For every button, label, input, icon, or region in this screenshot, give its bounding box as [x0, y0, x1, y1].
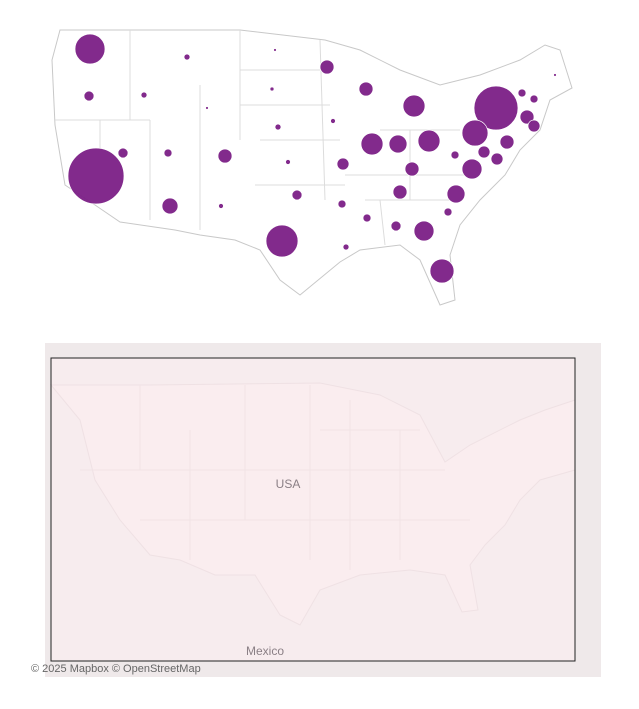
bubble[interactable] — [358, 81, 374, 97]
bubbles — [67, 33, 557, 284]
bubble[interactable] — [291, 189, 303, 201]
bubble[interactable] — [413, 220, 435, 242]
bubble[interactable] — [217, 148, 233, 164]
bubble[interactable] — [74, 33, 106, 65]
bubble[interactable] — [529, 94, 539, 104]
attribution[interactable]: © 2025 Mapbox © OpenStreetMap — [31, 663, 201, 675]
bubble[interactable] — [274, 123, 282, 131]
bubble[interactable] — [519, 109, 535, 125]
bubble[interactable] — [360, 132, 384, 156]
bubble[interactable] — [390, 220, 402, 232]
country-label: Mexico — [246, 644, 284, 658]
country-label: USA — [276, 477, 301, 491]
bubble[interactable] — [67, 147, 125, 205]
bubble[interactable] — [330, 118, 336, 124]
bubble[interactable] — [517, 88, 527, 98]
bubble[interactable] — [490, 152, 504, 166]
bubble[interactable] — [388, 134, 408, 154]
bubble[interactable] — [285, 159, 291, 165]
bubble[interactable] — [450, 150, 460, 160]
bubble[interactable] — [461, 119, 489, 147]
bubble[interactable] — [117, 147, 129, 159]
bottom-map: USA Mexico © 2025 Mapbox © OpenStreetMap — [31, 343, 601, 677]
bubble[interactable] — [402, 94, 426, 118]
bubble[interactable] — [319, 59, 335, 75]
bubble[interactable] — [404, 161, 420, 177]
bubble[interactable] — [342, 243, 350, 251]
bubble[interactable] — [417, 129, 441, 153]
bubble[interactable] — [163, 148, 173, 158]
bubble[interactable] — [337, 199, 347, 209]
bubble[interactable] — [265, 224, 299, 258]
bubble[interactable] — [499, 134, 515, 150]
bubble[interactable] — [446, 184, 466, 204]
bubble[interactable] — [362, 213, 372, 223]
bubble[interactable] — [273, 48, 277, 52]
bubble[interactable] — [553, 73, 557, 77]
selection-box — [50, 357, 576, 662]
bubble[interactable] — [269, 86, 275, 92]
bubble[interactable] — [443, 207, 453, 217]
top-map — [51, 29, 573, 306]
bubble[interactable] — [205, 106, 209, 110]
bubble[interactable] — [83, 90, 95, 102]
bubble[interactable] — [336, 157, 350, 171]
bubble[interactable] — [183, 53, 191, 61]
bubble[interactable] — [461, 158, 483, 180]
bubble[interactable] — [140, 91, 148, 99]
bubble[interactable] — [392, 184, 408, 200]
bubble[interactable] — [161, 197, 179, 215]
bubble[interactable] — [218, 203, 224, 209]
bubble[interactable] — [527, 119, 541, 133]
bubble[interactable] — [477, 145, 491, 159]
bubble[interactable] — [429, 258, 455, 284]
bubble[interactable] — [473, 85, 519, 131]
